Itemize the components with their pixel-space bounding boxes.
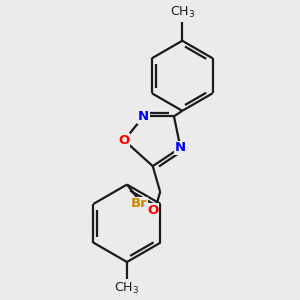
- Text: N: N: [175, 141, 186, 154]
- Text: CH$_3$: CH$_3$: [170, 4, 195, 20]
- Text: CH$_3$: CH$_3$: [114, 281, 140, 296]
- Text: O: O: [118, 134, 130, 147]
- Text: Br: Br: [131, 197, 148, 210]
- Text: O: O: [147, 204, 158, 217]
- Text: N: N: [138, 110, 149, 123]
